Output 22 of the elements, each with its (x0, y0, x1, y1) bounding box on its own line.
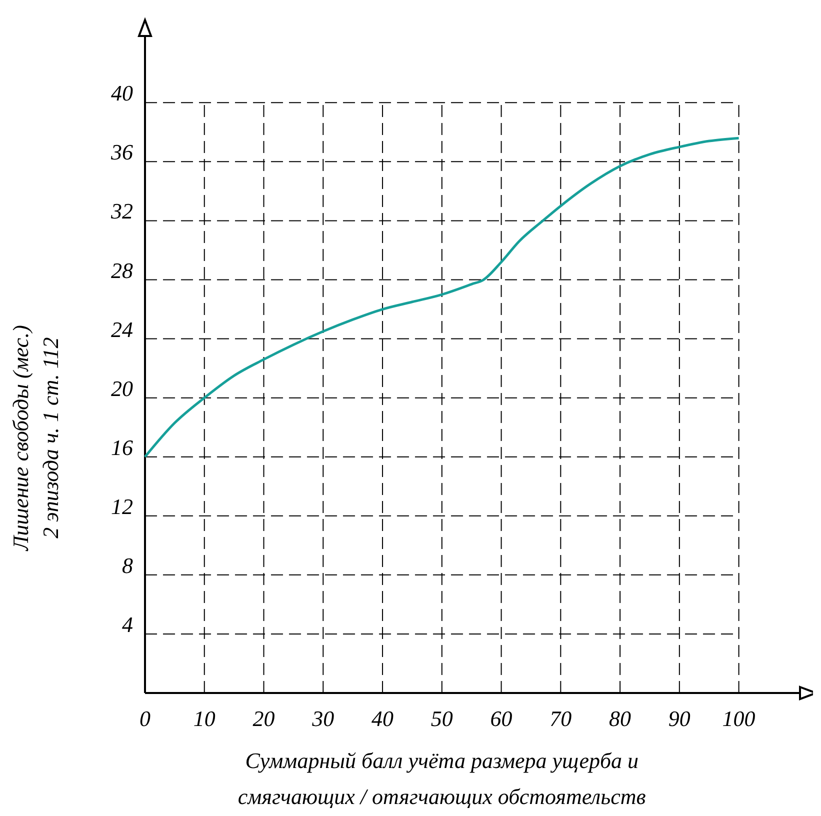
x-tick-label: 80 (609, 706, 632, 731)
x-tick-label: 50 (430, 706, 453, 731)
y-axis-title: Лишение свободы (мес.) 2 эпизода ч. 1 ст. 112 (8, 325, 63, 552)
y-tick-label: 4 (122, 612, 133, 637)
x-tick-label: 20 (252, 706, 275, 731)
x-tick-label: 0 (140, 706, 150, 731)
x-tick-label: 60 (490, 706, 512, 731)
y-tick-label: 32 (110, 198, 133, 224)
y-tick-label: 36 (110, 140, 133, 165)
y-tick-label: 12 (111, 494, 133, 519)
x-tick-label: 90 (668, 706, 690, 731)
x-tick-label: 100 (722, 706, 756, 731)
y-tick-label: 40 (111, 80, 133, 106)
y-tick-label: 24 (111, 316, 133, 342)
y-tick-label: 8 (122, 552, 133, 578)
y-tick-label: 16 (111, 434, 133, 460)
y-tick-label: 28 (111, 258, 133, 283)
x-tick-label: 40 (372, 706, 394, 731)
x-tick-label: 70 (550, 706, 572, 731)
x-tick-label: 10 (193, 706, 216, 731)
x-tick-label: 30 (311, 706, 334, 731)
y-tick-label: 20 (111, 376, 133, 401)
